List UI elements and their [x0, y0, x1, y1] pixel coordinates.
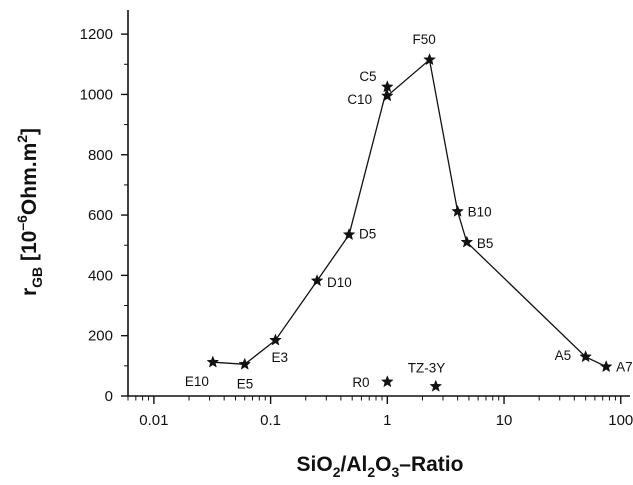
- x-axis: 0.01 0.1 1 10 100: [127, 396, 633, 429]
- plot-frame: [127, 10, 630, 397]
- point-label-a5: A5: [555, 348, 572, 363]
- y-tick-label: 0: [105, 388, 113, 405]
- point-label-e10: E10: [185, 374, 209, 389]
- y-tick-label: 1200: [80, 26, 113, 43]
- data-point-a5: [579, 350, 592, 363]
- data-point-e3: [269, 333, 282, 346]
- y-tick-label: 600: [88, 207, 113, 224]
- point-label-a7: A7: [616, 360, 633, 375]
- point-label-f50: F50: [413, 32, 436, 47]
- axes-lines: [127, 10, 630, 397]
- data-series: [206, 53, 613, 392]
- point-label-d5: D5: [359, 227, 376, 242]
- point-label-e5: E5: [237, 376, 254, 391]
- data-point-d10: [310, 274, 324, 287]
- y-tick-label: 400: [88, 267, 113, 284]
- point-label-c5: C5: [359, 69, 376, 84]
- data-point-e5: [238, 357, 252, 370]
- y-axis: 0 200 400 600 800 1000 1200: [80, 26, 128, 405]
- data-point-f50: [423, 53, 436, 66]
- data-point-c10: [380, 89, 394, 102]
- data-point-a7: [599, 360, 613, 373]
- data-point-e10: [206, 355, 220, 368]
- data-point-d5: [342, 227, 356, 241]
- point-label-r0: R0: [352, 375, 369, 390]
- point-label-b10: B10: [468, 204, 492, 219]
- x-tick-label: 1: [383, 412, 391, 429]
- x-tick-label: 0.1: [260, 412, 281, 429]
- data-point-r0: [380, 375, 394, 388]
- y-axis-title: rGB [10–6Ohm.m2]: [14, 128, 45, 296]
- point-label-b5: B5: [477, 236, 494, 251]
- y-tick-label: 200: [88, 328, 113, 345]
- data-point-tz-3y: [429, 379, 443, 392]
- data-point-b10: [451, 204, 464, 217]
- point-label-d10: D10: [327, 275, 352, 290]
- point-label-c10: C10: [347, 92, 372, 107]
- point-label-tz-3y: TZ-3Y: [408, 360, 446, 375]
- x-tick-label: 0.01: [139, 412, 168, 429]
- y-tick-label: 1000: [80, 86, 113, 103]
- x-tick-label: 100: [608, 412, 633, 429]
- x-axis-title: SiO2/Al2O3–Ratio: [297, 453, 464, 480]
- point-label-e3: E3: [271, 350, 288, 365]
- data-point-b5: [460, 235, 474, 248]
- x-tick-label: 10: [496, 412, 513, 429]
- series-line: [212, 58, 607, 368]
- point-labels: E10 E5 E3 D10 D5 C5 C10 F50 B10 B5 A5 A7 R0 TZ-3Y: [185, 32, 633, 392]
- y-tick-label: 800: [88, 147, 113, 164]
